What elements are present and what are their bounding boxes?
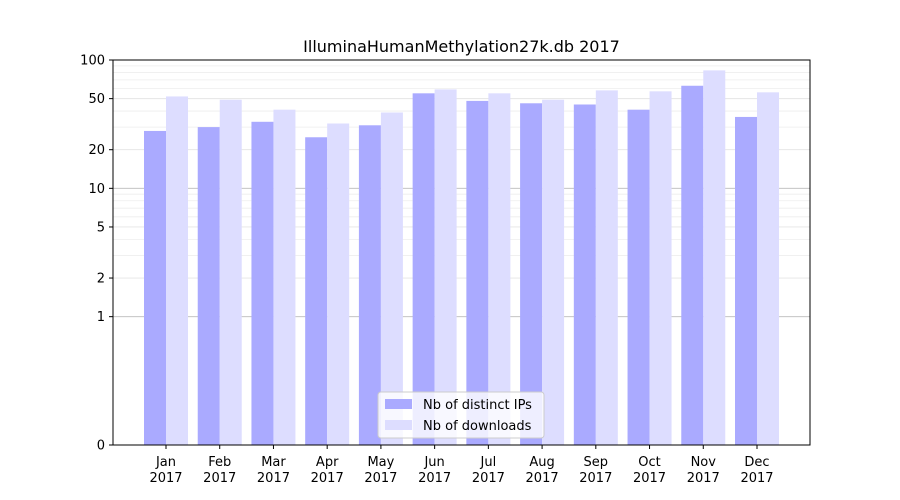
bar-distinct-ips-jul <box>466 100 489 445</box>
bar-distinct-ips-aug <box>520 103 543 445</box>
bars <box>144 70 779 446</box>
x-tick-label-month: Nov <box>691 455 717 470</box>
legend-swatch <box>385 420 412 430</box>
x-tick-label-month: Feb <box>208 455 231 470</box>
bar-distinct-ips-mar <box>251 121 274 445</box>
bar-distinct-ips-may <box>358 125 381 446</box>
bar-downloads-may <box>380 112 403 445</box>
x-tick-label-year: 2017 <box>579 471 612 486</box>
bar-downloads-oct <box>649 91 672 445</box>
x-tick-label-year: 2017 <box>633 471 666 486</box>
plot-area-frame <box>112 59 811 446</box>
x-tick-label-year: 2017 <box>203 471 236 486</box>
bar-downloads-aug <box>542 99 565 445</box>
chart-title: IlluminaHumanMethylation27k.db 2017 <box>303 37 620 56</box>
x-tick-label-month: Jun <box>423 455 444 470</box>
x-tick-label-year: 2017 <box>311 471 344 486</box>
y-tick-label: 50 <box>88 92 105 107</box>
y-tick-label: 2 <box>97 272 105 287</box>
legend-swatch <box>385 399 412 409</box>
bar-downloads-dec <box>757 92 779 446</box>
bar-downloads-sep <box>595 90 618 445</box>
bar-downloads-jan <box>166 96 188 446</box>
bar-distinct-ips-apr <box>305 137 328 446</box>
x-tick-label-year: 2017 <box>257 471 290 486</box>
x-tick-label-month: Jan <box>155 455 176 470</box>
y-axis: 0 1 2 5 10 20 50 100 <box>80 54 113 454</box>
bar-distinct-ips-feb <box>197 127 220 445</box>
bar-distinct-ips-nov <box>681 85 704 446</box>
x-tick-label-month: Jul <box>480 455 497 470</box>
x-tick-label-month: Dec <box>744 455 769 470</box>
x-tick-label-year: 2017 <box>149 471 182 486</box>
x-tick-label-month: May <box>367 455 394 470</box>
legend: Nb of distinct IPs Nb of downloads <box>377 391 545 439</box>
bar-distinct-ips-jan <box>144 130 166 445</box>
x-tick-label-year: 2017 <box>687 471 720 486</box>
legend-box <box>377 391 545 439</box>
x-tick-label-year: 2017 <box>364 471 397 486</box>
x-tick-label-year: 2017 <box>472 471 505 486</box>
bar-downloads-jun <box>434 89 457 446</box>
legend-label: Nb of downloads <box>423 419 532 434</box>
bar-downloads-apr <box>327 123 350 446</box>
y-tick-label: 0 <box>97 439 105 454</box>
bar-downloads-nov <box>703 70 726 445</box>
y-tick-label: 20 <box>88 143 105 158</box>
bar-downloads-feb <box>219 99 242 445</box>
x-tick-label-year: 2017 <box>526 471 559 486</box>
legend-label: Nb of distinct IPs <box>423 398 532 413</box>
y-tick-label: 100 <box>80 54 105 69</box>
bar-distinct-ips-oct <box>627 109 650 445</box>
y-tick-label: 5 <box>97 220 105 235</box>
bar-downloads-jul <box>488 93 511 445</box>
x-tick-label-year: 2017 <box>418 471 451 486</box>
bar-downloads-mar <box>273 109 296 445</box>
bar-distinct-ips-jun <box>412 93 435 445</box>
x-tick-label-year: 2017 <box>740 471 773 486</box>
x-tick-label-month: Mar <box>261 455 286 470</box>
x-tick-label-month: Oct <box>638 455 660 470</box>
y-tick-label: 10 <box>88 182 105 197</box>
y-tick-label: 1 <box>97 310 105 325</box>
x-tick-label-month: Aug <box>529 455 554 470</box>
x-tick-label-month: Apr <box>316 455 339 470</box>
bar-distinct-ips-sep <box>573 104 596 445</box>
bar-distinct-ips-dec <box>735 116 757 446</box>
x-tick-label-month: Sep <box>584 455 609 470</box>
x-axis: Jan2017Feb2017Mar2017Apr2017May2017Jun20… <box>149 445 774 486</box>
